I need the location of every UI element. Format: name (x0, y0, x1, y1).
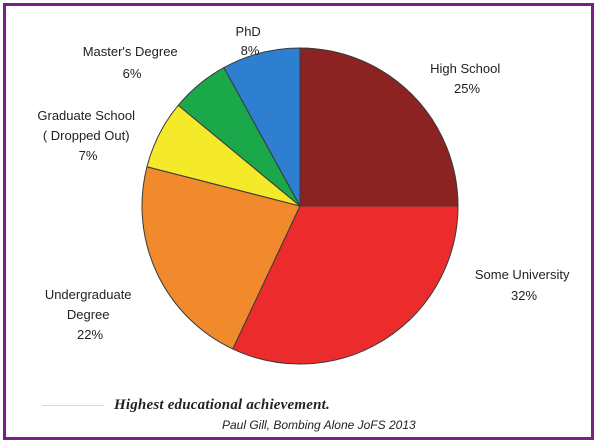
caption-rule (42, 405, 104, 406)
pie-slices (141, 47, 459, 365)
slice-labels: High School 25% Some University 32% Unde… (37, 24, 573, 342)
pie-slice-phd (223, 47, 301, 207)
pie-slice-undergraduate-degree (141, 166, 301, 350)
label-high-school: High School 25% (430, 61, 504, 96)
label-masters-degree: Master's Degree 6% (83, 44, 182, 81)
label-some-university: Some University 32% (475, 267, 573, 303)
pie-slice-high-school (299, 47, 459, 207)
pie-slice-some-university (232, 205, 459, 365)
label-phd: PhD 8% (236, 24, 265, 58)
label-graduate-school: Graduate School ( Dropped Out) 7% (37, 108, 138, 163)
chart-credit: Paul Gill, Bombing Alone JoFS 2013 (222, 418, 416, 432)
label-undergraduate-degree: Undergraduate Degree 22% (45, 287, 135, 342)
chart-caption: Highest educational achievement. (114, 397, 330, 413)
